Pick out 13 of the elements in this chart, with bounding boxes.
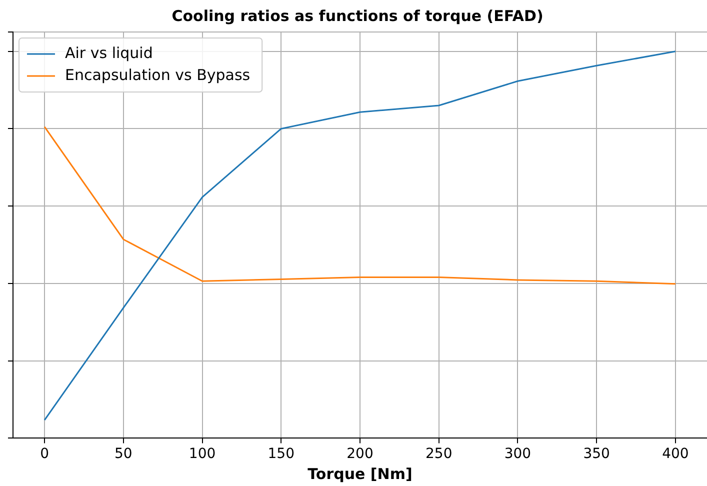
legend-label: Encapsulation vs Bypass [65,66,250,84]
x-tick-label: 0 [40,446,50,462]
x-tick-label: 100 [188,446,216,462]
x-tick-label: 300 [504,446,532,462]
legend-label: Air vs liquid [65,44,153,62]
x-axis-title: Torque [Nm] [308,464,412,483]
x-tick-label: 250 [425,446,452,462]
x-tick-label: 200 [346,446,374,462]
x-tick-label: 350 [583,446,610,462]
x-tick-label: 50 [114,446,132,462]
chart-title: Cooling ratios as functions of torque (EFAD) [172,6,544,25]
x-tick-label: 150 [268,446,295,462]
x-tick-label: 400 [662,446,689,462]
